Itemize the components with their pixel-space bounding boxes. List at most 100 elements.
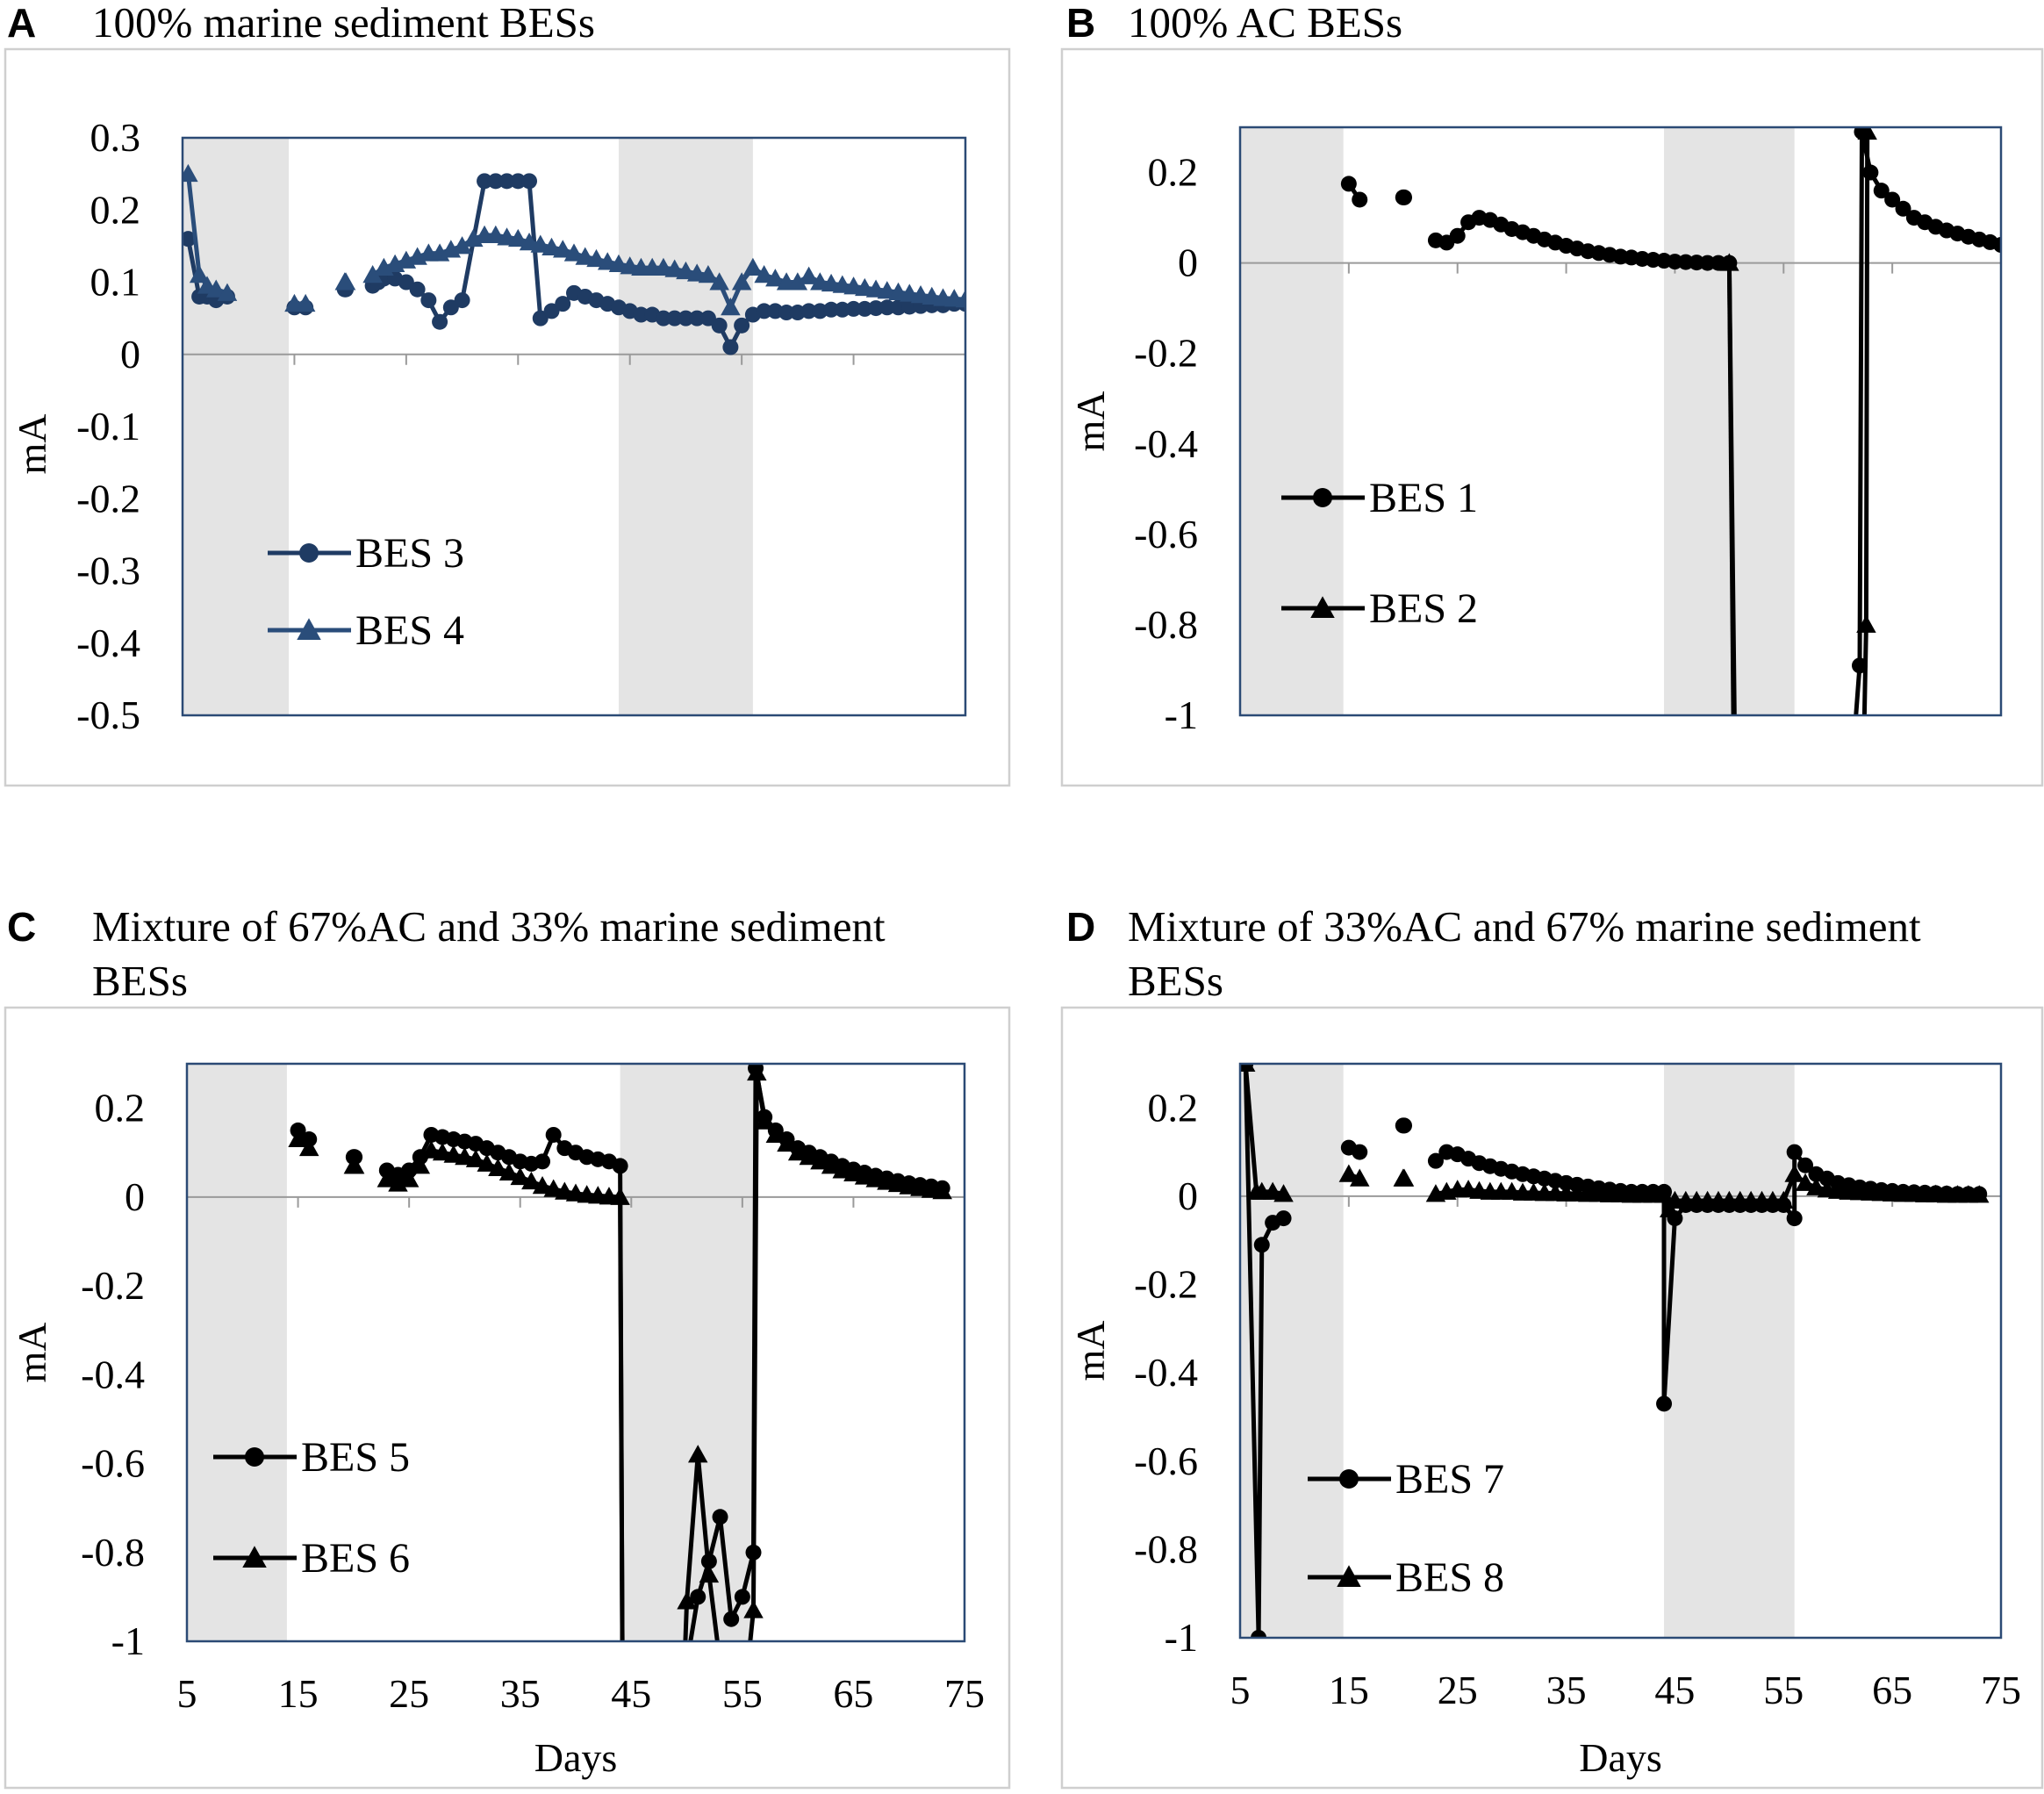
panel-D: D Mixture of 33%AC and 67% marine sedimen…	[1060, 902, 2044, 1790]
data-area	[1340, 127, 2041, 715]
data-point	[597, 252, 618, 270]
y-tick-label: -0.8	[1134, 1526, 1198, 1571]
plot-border	[1238, 1062, 2003, 1640]
x-axis-label: Days	[534, 1735, 618, 1780]
x-tick-label: 65	[833, 1671, 873, 1716]
data-point	[868, 300, 885, 317]
data-point	[183, 231, 197, 248]
data-point	[2026, 244, 2041, 260]
data-point	[530, 234, 551, 253]
x-tick-label: 55	[722, 1671, 763, 1716]
y-tick-label: -0.4	[1134, 1350, 1198, 1395]
data-point	[1786, 1144, 1803, 1160]
panel-B: B 100% AC BESs 0.2 0 -0.2 -0.4 -0.6 -0.8 -1 mA BES…	[1060, 0, 2044, 787]
data-point	[742, 257, 764, 276]
data-point	[1795, 1173, 1816, 1191]
data-point	[543, 1179, 563, 1197]
data-point	[519, 233, 540, 251]
data-point	[666, 310, 683, 327]
y-tick-label: 0.3	[90, 115, 141, 160]
data-point	[1396, 1117, 1413, 1134]
y-tick-label: -0.6	[1134, 1439, 1198, 1483]
data-point	[555, 296, 571, 312]
legend-entry: BES 2	[1281, 585, 1478, 632]
data-point	[887, 1173, 908, 1193]
data-point	[442, 299, 459, 316]
data-point	[521, 1171, 541, 1190]
data-point	[1993, 237, 2001, 253]
data-point	[765, 1124, 786, 1143]
panel-frame	[4, 1006, 1011, 1790]
legend-label: BES 6	[301, 1535, 410, 1582]
y-tick-label: 0	[1178, 1173, 1198, 1218]
y-tick-label: -1	[1165, 1615, 1198, 1660]
x-tick-label: 55	[1763, 1668, 1804, 1712]
data-point	[335, 272, 356, 291]
data-point	[454, 292, 470, 309]
data-point	[955, 289, 965, 308]
data-point	[545, 1126, 562, 1143]
panel-title: Mixture of 33%AC and 67% marine sediment	[1128, 902, 1921, 951]
data-point	[612, 1158, 628, 1174]
y-tick-label: -0.4	[76, 621, 140, 665]
data-point	[699, 1564, 720, 1583]
shaded-region	[1240, 127, 1344, 715]
data-point	[754, 1111, 775, 1130]
data-point	[242, 1546, 267, 1568]
x-tick-label: 45	[611, 1671, 651, 1716]
data-point	[821, 1156, 842, 1174]
data-point	[217, 283, 238, 301]
data-area	[183, 163, 986, 355]
data-point	[689, 310, 706, 327]
data-point	[677, 1591, 697, 1610]
data-point	[488, 1158, 508, 1176]
legend-label: BES 5	[301, 1434, 410, 1481]
data-point	[756, 303, 772, 319]
y-tick-label: -0.8	[1134, 602, 1198, 647]
data-point	[534, 1153, 551, 1170]
y-tick-label: 0	[125, 1174, 145, 1219]
data-point	[1653, 1185, 1675, 1203]
data-point	[532, 1175, 553, 1195]
y-tick-label: 0.1	[90, 260, 141, 305]
series-bes-4	[183, 163, 986, 316]
x-tick-label: 65	[1872, 1668, 1912, 1712]
data-point	[443, 1145, 464, 1163]
y-tick-label: -0.1	[76, 404, 140, 448]
legend-label: BES 1	[1369, 475, 1478, 521]
data-point	[2015, 241, 2031, 257]
data-point	[1352, 1144, 1368, 1160]
x-tick-label: 15	[1329, 1668, 1369, 1712]
data-point	[743, 1600, 764, 1618]
data-point	[1275, 1210, 1292, 1227]
data-point	[777, 1133, 797, 1152]
data-point	[297, 618, 321, 640]
data-point	[687, 1445, 708, 1463]
x-tick-label: 75	[944, 1671, 985, 1716]
legend-label: BES 3	[355, 530, 464, 577]
data-point	[966, 291, 986, 308]
data-point	[1313, 488, 1332, 507]
data-point	[452, 236, 472, 255]
data-point	[843, 1163, 864, 1182]
panel-frame	[4, 47, 1011, 787]
y-tick-label: 0.2	[1148, 150, 1199, 195]
series-line	[1861, 132, 1870, 715]
data-point	[1310, 596, 1335, 618]
panel-title: 100% marine sediment BESs	[92, 0, 595, 47]
y-tick-label: -0.3	[76, 549, 140, 593]
x-tick-label: 35	[500, 1671, 541, 1716]
y-tick-label: 0.2	[95, 1086, 146, 1130]
data-point	[1253, 1237, 1270, 1253]
data-point	[799, 266, 819, 284]
y-tick-label: -0.4	[1134, 421, 1198, 466]
data-point	[722, 339, 739, 355]
shaded-region	[618, 138, 753, 715]
data-point	[699, 310, 716, 327]
data-point	[1873, 183, 1890, 199]
data-point	[879, 299, 895, 316]
data-point	[1884, 191, 1901, 208]
y-tick-label: -0.2	[1134, 1262, 1198, 1307]
series-bes-1	[1340, 127, 2041, 715]
panel-C: C Mixture of 67%AC and 33% marine sedimen…	[4, 902, 1011, 1790]
